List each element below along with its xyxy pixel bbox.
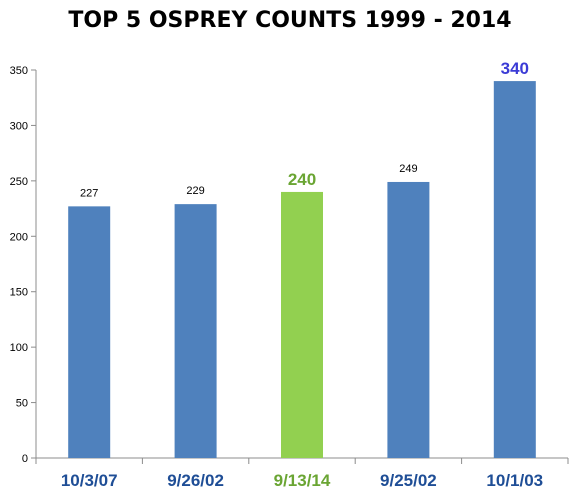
y-tick-label: 200 bbox=[10, 231, 28, 243]
x-tick-label: 10/3/07 bbox=[61, 471, 118, 490]
x-tick-label: 10/1/03 bbox=[486, 471, 543, 490]
data-label: 240 bbox=[288, 170, 316, 189]
x-tick-label: 9/26/02 bbox=[167, 471, 224, 490]
y-tick-label: 350 bbox=[10, 65, 28, 77]
y-tick-label: 0 bbox=[22, 453, 28, 465]
chart-title: TOP 5 OSPREY COUNTS 1999 - 2014 bbox=[68, 8, 512, 33]
bar bbox=[493, 81, 536, 458]
x-tick-label: 9/25/02 bbox=[380, 471, 437, 490]
data-label: 229 bbox=[186, 185, 204, 197]
y-tick-label: 300 bbox=[10, 120, 28, 132]
bar bbox=[387, 181, 430, 459]
bar bbox=[68, 206, 111, 458]
data-label: 340 bbox=[501, 59, 529, 78]
y-tick-label: 250 bbox=[10, 176, 28, 188]
x-tick-label: 9/13/14 bbox=[274, 471, 331, 490]
y-tick-label: 150 bbox=[10, 287, 28, 299]
y-tick-label: 50 bbox=[16, 398, 28, 410]
data-label: 227 bbox=[80, 187, 98, 199]
y-tick-label: 100 bbox=[10, 342, 28, 354]
bar bbox=[174, 204, 217, 458]
data-label: 249 bbox=[399, 163, 417, 175]
bar bbox=[281, 191, 323, 458]
